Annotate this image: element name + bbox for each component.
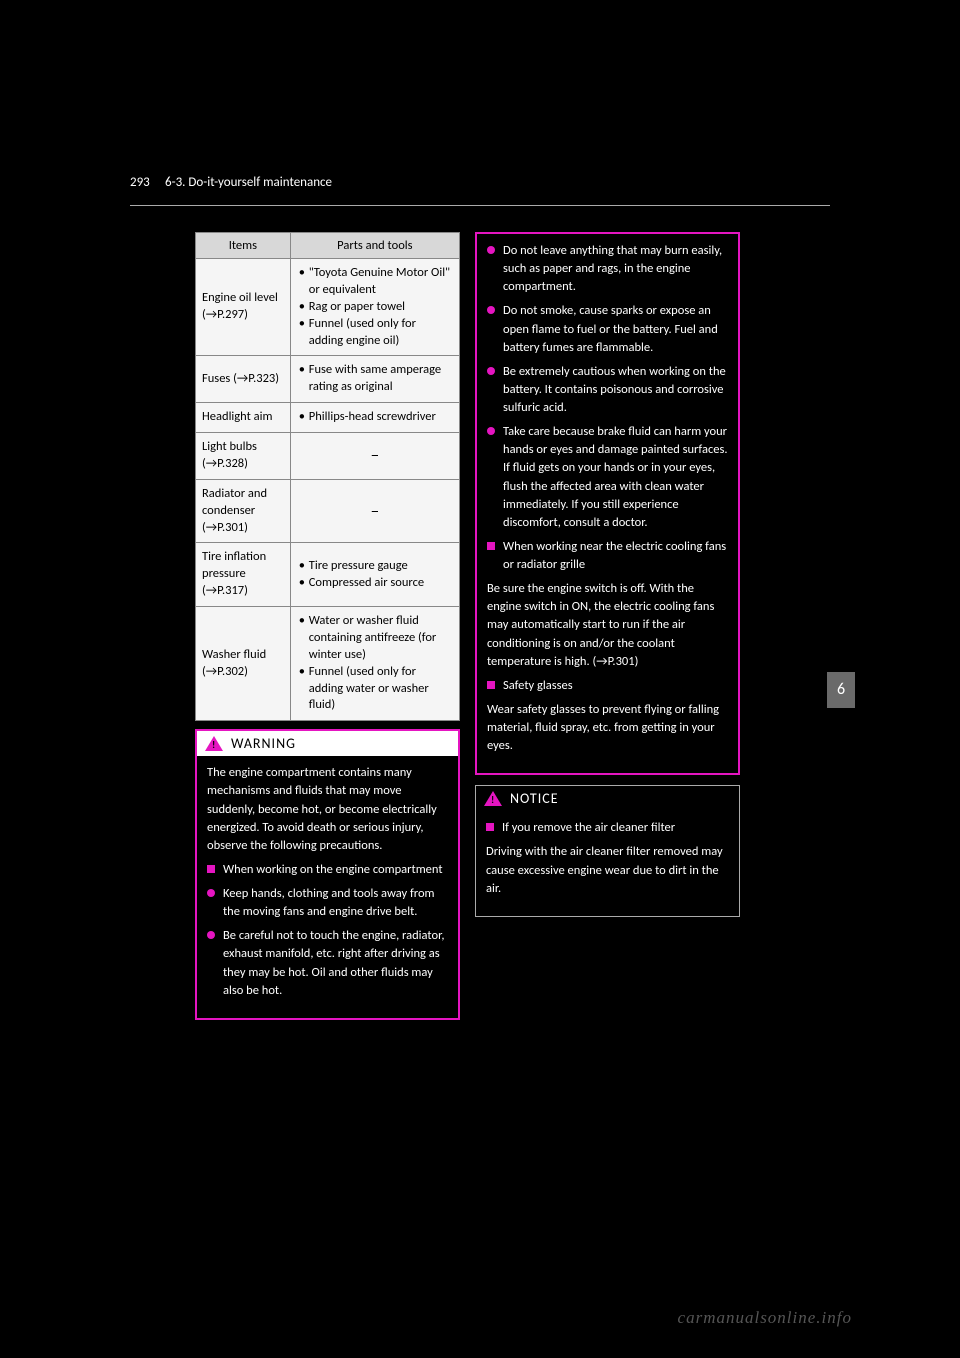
warning-heading: Safety glasses [487,677,728,695]
page-number: 293 [130,175,150,190]
left-column: Items Parts and tools Engine oil level (… [195,232,460,1020]
list-item: Funnel (used only for adding water or wa… [297,664,453,715]
warning-bullet: Do not leave anything that may burn easi… [487,242,728,296]
list-item: Rag or paper towel [297,299,453,316]
table-row: Fuses (→P.323) Fuse with same amperage r… [196,356,460,403]
warning-bullet: Take care because brake fluid can harm y… [487,423,728,532]
td-item: Headlight aim [196,403,291,433]
list-item: "Toyota Genuine Motor Oil" or equivalent [297,265,453,299]
warning-bullet: Do not smoke, cause sparks or expose an … [487,302,728,356]
right-column: Do not leave anything that may burn easi… [475,232,740,917]
td-parts: "Toyota Genuine Motor Oil" or equivalent… [290,259,459,356]
warning-header: WARNING [197,731,458,756]
warning-intro: The engine compartment contains many mec… [207,764,448,855]
list-item: Phillips-head screwdriver [297,409,453,426]
header-rule [130,205,830,206]
warning-bullet: Be careful not to touch the engine, radi… [207,927,448,1000]
warning-heading: When working near the electric cooling f… [487,538,728,574]
table-row: Tire inflation pressure (→P.317) Tire pr… [196,543,460,607]
warning-bullet: Be extremely cautious when working on th… [487,363,728,417]
warning-body: Do not leave anything that may burn easi… [477,234,738,773]
table-row: Washer fluid (→P.302) Water or washer fl… [196,607,460,721]
td-item: Engine oil level (→P.297) [196,259,291,356]
warning-icon [205,736,223,751]
warning-icon [484,791,502,806]
td-parts: Fuse with same amperage rating as origin… [290,356,459,403]
warning-text: Wear safety glasses to prevent flying or… [487,701,728,755]
td-item: Washer fluid (→P.302) [196,607,291,721]
list-item: Compressed air source [297,575,453,592]
list-item: Tire pressure gauge [297,558,453,575]
warning-box-left: WARNING The engine compartment contains … [195,729,460,1020]
td-parts: Phillips-head screwdriver [290,403,459,433]
td-item: Tire inflation pressure (→P.317) [196,543,291,607]
notice-box: NOTICE If you remove the air cleaner fil… [475,785,740,917]
td-item: Fuses (→P.323) [196,356,291,403]
chapter-tab: 6 [827,672,855,708]
table-header-row: Items Parts and tools [196,233,460,259]
notice-body: If you remove the air cleaner filter Dri… [476,811,739,916]
td-parts: Water or washer fluid containing antifre… [290,607,459,721]
td-item: Light bulbs (→P.328) [196,433,291,480]
notice-heading: If you remove the air cleaner filter [486,819,729,837]
list-item: Funnel (used only for adding engine oil) [297,316,453,350]
warning-body: The engine compartment contains many mec… [197,756,458,1018]
warning-heading: When working on the engine compartment [207,861,448,879]
list-item: Fuse with same amperage rating as origin… [297,362,453,396]
th-parts: Parts and tools [290,233,459,259]
notice-title: NOTICE [510,790,559,807]
table-row: Engine oil level (→P.297) "Toyota Genuin… [196,259,460,356]
td-parts: ⎯ [290,433,459,480]
td-item: Radiator and condenser (→P.301) [196,479,291,543]
notice-text: Driving with the air cleaner filter remo… [486,843,729,897]
section-title: 6-3. Do-it-yourself maintenance [165,175,332,190]
table-row: Light bulbs (→P.328) ⎯ [196,433,460,480]
warning-text: Be sure the engine switch is off. With t… [487,580,728,671]
table-row: Radiator and condenser (→P.301) ⎯ [196,479,460,543]
warning-title: WARNING [231,735,296,752]
td-parts: Tire pressure gauge Compressed air sourc… [290,543,459,607]
list-item: Water or washer fluid containing antifre… [297,613,453,664]
warning-box-right: Do not leave anything that may burn easi… [475,232,740,775]
footer-watermark: carmanualsonline.info [678,1308,852,1328]
table-row: Headlight aim Phillips-head screwdriver [196,403,460,433]
th-items: Items [196,233,291,259]
notice-header: NOTICE [476,786,739,811]
maintenance-table: Items Parts and tools Engine oil level (… [195,232,460,721]
warning-bullet: Keep hands, clothing and tools away from… [207,885,448,921]
td-parts: ⎯ [290,479,459,543]
